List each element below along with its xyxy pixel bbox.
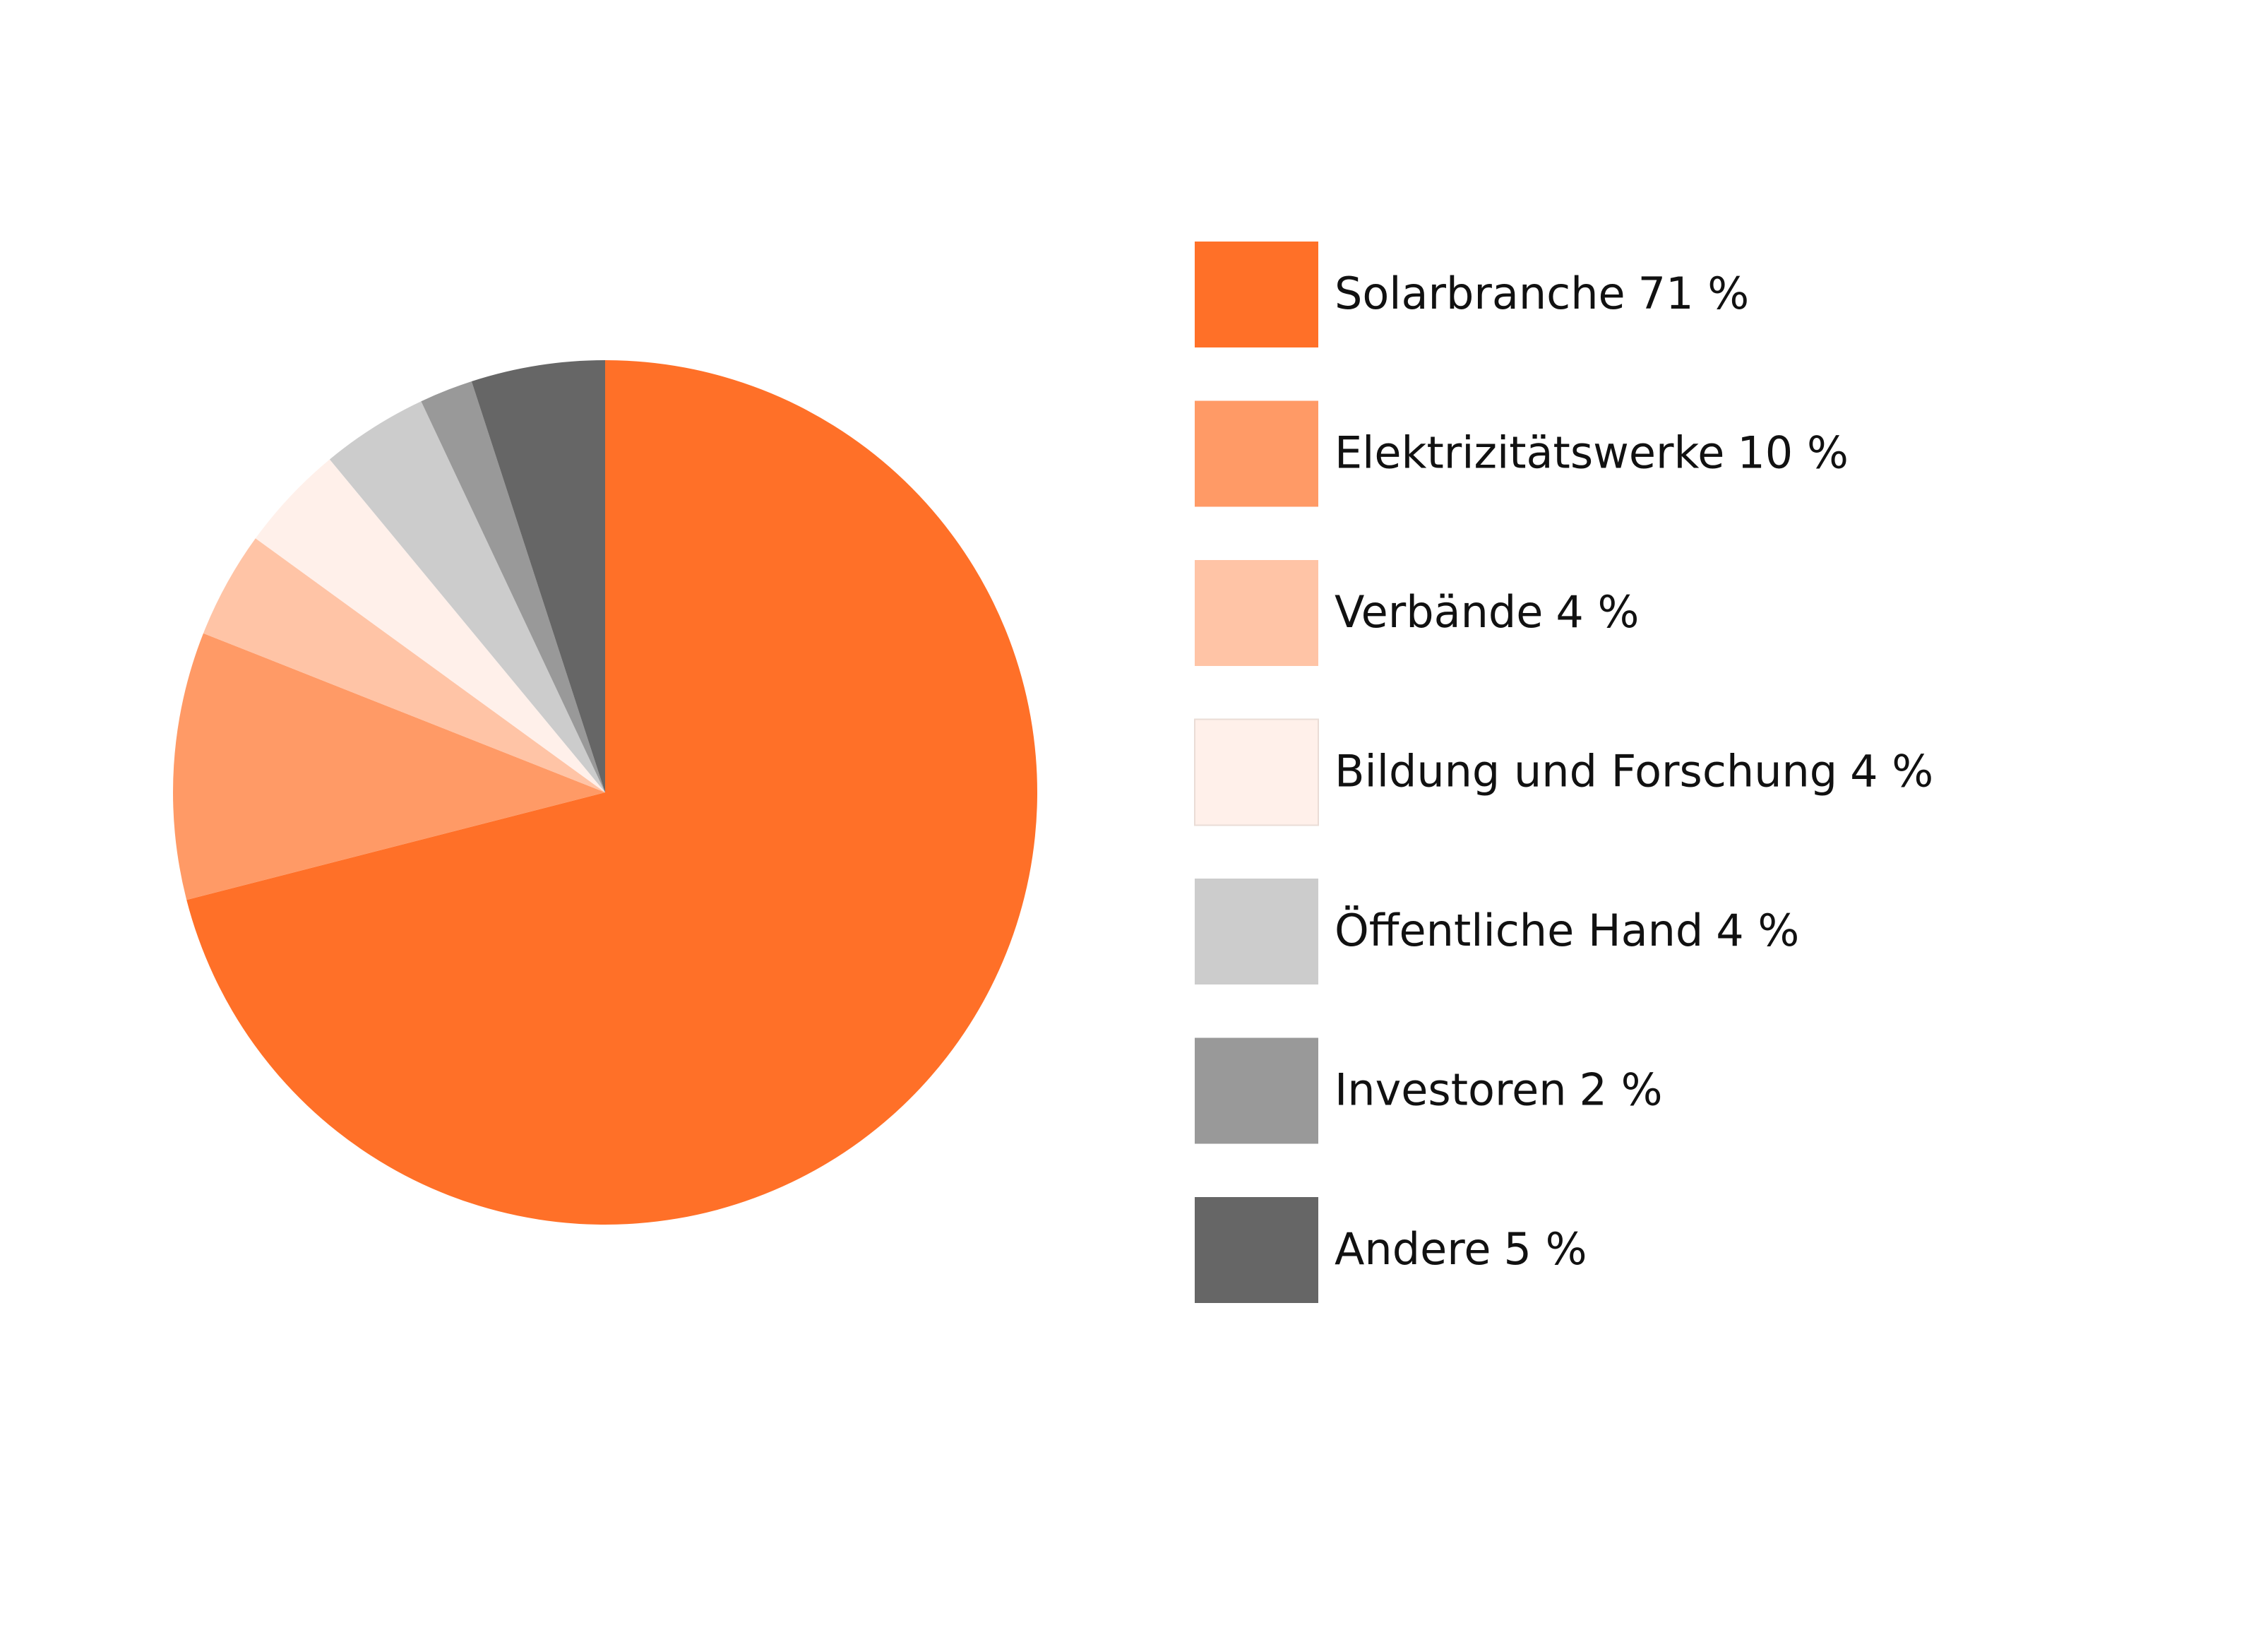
legend-swatch [1195,242,1318,347]
pie-slice [186,360,1038,1225]
pie-slice [172,633,606,900]
legend-label: Solarbranche 71 % [1335,268,1749,319]
legend-value: 10 % [1737,427,1849,479]
legend-name: Verbände [1335,586,1543,638]
legend-swatch [1194,718,1319,826]
legend-name: Investoren [1335,1064,1567,1116]
legend-swatch [1195,1197,1318,1303]
legend-swatch [1195,879,1318,984]
legend-value: 4 % [1556,586,1639,638]
legend-name: Öffentliche Hand [1335,905,1703,956]
legend-swatch [1195,560,1318,666]
legend-swatch [1195,400,1318,507]
legend-label: Elektrizitätswerke 10 % [1335,427,1849,479]
pie-slice [421,381,605,792]
legend-swatch [1195,1037,1318,1144]
pie-slice [255,459,605,792]
legend-name: Bildung und Forschung [1335,746,1837,797]
legend-value: 71 % [1638,268,1750,319]
legend-label: Bildung und Forschung 4 % [1335,746,1933,797]
pie-slice [329,401,605,792]
legend-label: Investoren 2 % [1335,1064,1663,1116]
legend-name: Solarbranche [1335,268,1625,319]
legend-label: Verbände 4 % [1335,586,1639,638]
legend-value: 2 % [1580,1064,1663,1116]
pie-slice [471,360,605,792]
legend-name: Andere [1335,1223,1491,1275]
legend-name: Elektrizitätswerke [1335,427,1724,479]
legend-value: 4 % [1850,746,1933,797]
legend-label: Andere 5 % [1335,1223,1587,1275]
legend-label: Öffentliche Hand 4 % [1335,905,1799,956]
pie-slice [203,538,605,792]
legend-value: 4 % [1716,905,1799,956]
legend-value: 5 % [1503,1223,1587,1275]
